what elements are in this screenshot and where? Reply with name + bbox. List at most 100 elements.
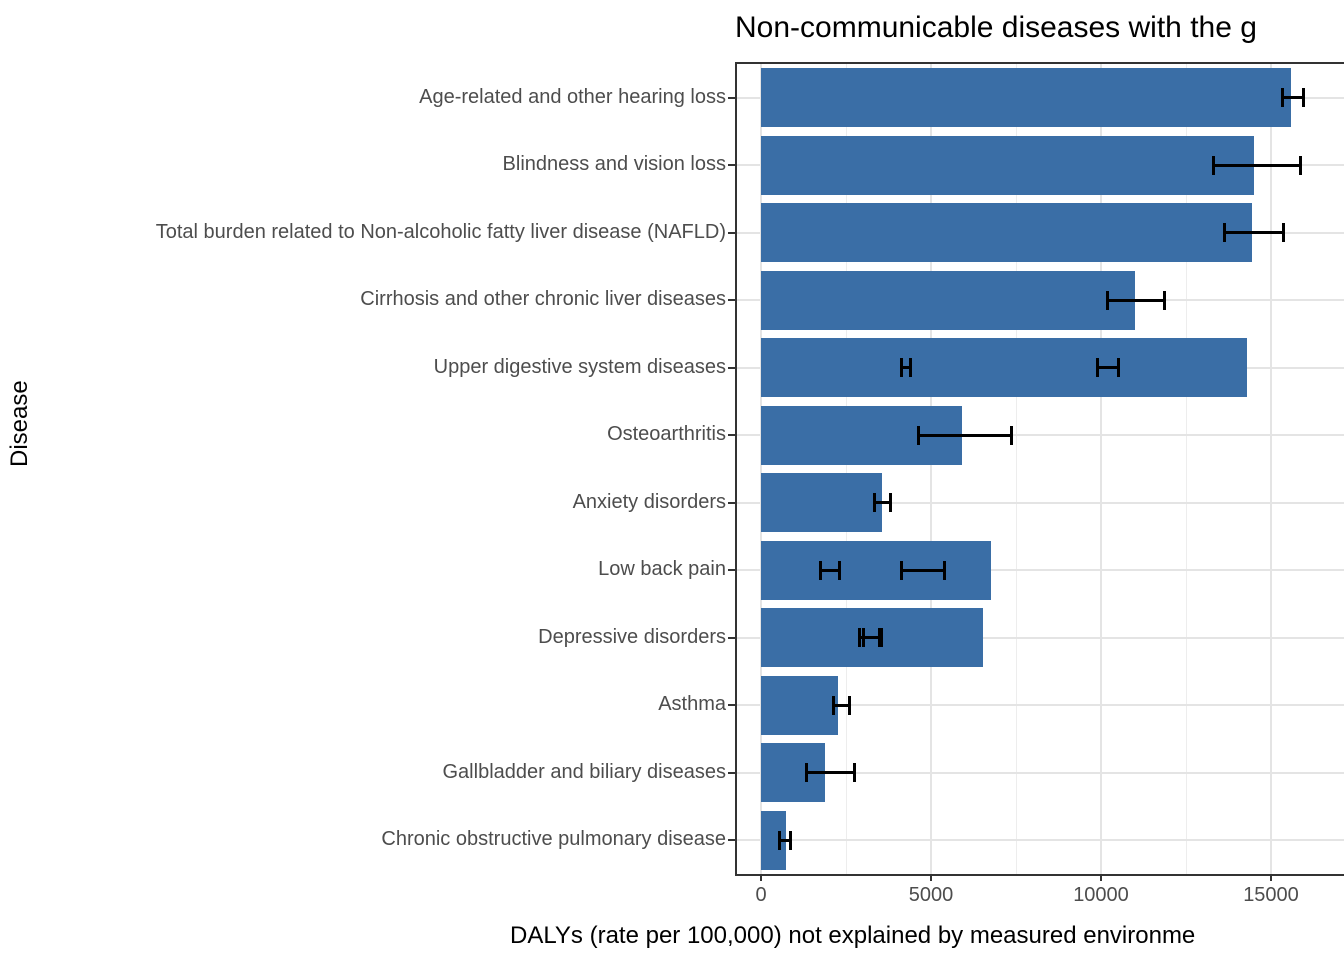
error-bar-cap [818, 560, 822, 580]
error-bar-cap [847, 695, 851, 715]
error-bar-line [862, 636, 884, 640]
error-bar-cap [888, 493, 892, 513]
error-bar-line [818, 568, 841, 572]
error-bar-cap [880, 628, 884, 648]
gridline-major-vertical [760, 64, 762, 874]
y-tick [728, 771, 735, 774]
y-category-label: Gallbladder and biliary diseases [442, 760, 727, 783]
y-category-label: Osteoarthritis [607, 423, 726, 446]
error-bar-cap [1116, 358, 1120, 378]
y-category-label: Asthma [658, 693, 726, 716]
error-bar-line [805, 771, 856, 775]
y-category-label: Chronic obstructive pulmonary disease [381, 828, 726, 851]
y-tick [728, 299, 735, 302]
gridline-horizontal [737, 501, 1344, 504]
y-tick [728, 164, 735, 167]
error-bar-cap [857, 628, 861, 648]
error-bar-cap [900, 358, 904, 378]
y-tick [728, 569, 735, 572]
gridline-horizontal [737, 704, 1344, 707]
error-bar-line [1223, 231, 1285, 235]
y-tick [728, 839, 735, 842]
gridline-horizontal [737, 771, 1344, 774]
error-bar-cap [852, 763, 856, 783]
chart-title: Non-communicable diseases with the g [735, 11, 1257, 44]
error-bar-cap [862, 628, 866, 648]
error-bar-line [831, 703, 851, 707]
x-tick [760, 874, 762, 881]
error-bar-line [873, 501, 892, 505]
x-tick [1270, 874, 1272, 881]
x-tick [930, 874, 932, 881]
gridline-major-vertical [1100, 64, 1102, 874]
error-bar-cap [908, 358, 912, 378]
x-tick-label: 0 [755, 884, 767, 906]
x-tick-label: 10000 [1073, 884, 1129, 906]
error-bar-line [1095, 366, 1120, 370]
error-bar-cap [943, 560, 947, 580]
x-axis-title: DALYs (rate per 100,000) not explained b… [510, 922, 1196, 949]
gridline-horizontal [737, 636, 1344, 639]
y-category-label: Anxiety disorders [572, 490, 726, 513]
y-category-label: Upper digestive system diseases [433, 355, 726, 378]
error-bar-line [1106, 298, 1166, 302]
error-bar-cap [831, 695, 835, 715]
gridline-horizontal [737, 434, 1344, 437]
bar [761, 540, 991, 600]
error-bar-cap [900, 560, 904, 580]
error-bar-cap [1281, 223, 1285, 243]
x-tick-label: 5000 [908, 884, 954, 906]
error-bar-cap [1223, 223, 1227, 243]
error-bar-line [1211, 163, 1302, 167]
error-bar-cap [873, 493, 877, 513]
error-bar-line [1281, 96, 1305, 100]
y-category-label: Cirrhosis and other chronic liver diseas… [360, 288, 726, 311]
y-tick [728, 366, 735, 369]
bar [761, 675, 838, 735]
error-bar-cap [1106, 290, 1110, 310]
bar [761, 338, 1248, 398]
error-bar-cap [778, 830, 781, 850]
y-tick [728, 501, 735, 504]
gridline-horizontal [737, 839, 1344, 842]
bar [761, 68, 1292, 128]
y-tick [728, 704, 735, 707]
error-bar-cap [1162, 290, 1166, 310]
y-category-label: Age-related and other hearing loss [419, 85, 726, 108]
gridline-major-vertical [1270, 64, 1272, 874]
y-tick [728, 636, 735, 639]
y-category-label: Depressive disorders [538, 625, 726, 648]
error-bar-cap [805, 763, 809, 783]
y-category-label: Low back pain [598, 558, 726, 581]
error-bar-line [900, 366, 912, 370]
gridline-minor-vertical [1016, 64, 1017, 874]
error-bar-line [917, 433, 1013, 437]
error-bar-cap [917, 425, 921, 445]
x-tick-label: 15000 [1243, 884, 1299, 906]
error-bar-cap [837, 560, 841, 580]
error-bar-cap [1009, 425, 1013, 445]
plot-panel [735, 62, 1344, 876]
bar [761, 473, 883, 533]
error-bar-cap [1298, 155, 1302, 175]
y-tick [728, 434, 735, 437]
bar [761, 135, 1254, 195]
y-tick [728, 96, 735, 99]
error-bar-line [778, 838, 792, 842]
error-bar-line [900, 568, 947, 572]
gridline-minor-vertical [1186, 64, 1187, 874]
gridline-major-vertical [930, 64, 932, 874]
error-bar-cap [1281, 88, 1285, 108]
x-tick [1100, 874, 1102, 881]
y-tick [728, 231, 735, 234]
error-bar-cap [1095, 358, 1099, 378]
bar [761, 270, 1135, 330]
gridline-minor-vertical [846, 64, 847, 874]
y-category-label: Blindness and vision loss [502, 153, 726, 176]
gridline-horizontal [737, 569, 1344, 572]
error-bar-cap [1302, 88, 1305, 108]
error-bar-cap [788, 830, 792, 850]
bar [761, 203, 1253, 263]
y-category-label: Total burden related to Non-alcoholic fa… [155, 220, 726, 243]
